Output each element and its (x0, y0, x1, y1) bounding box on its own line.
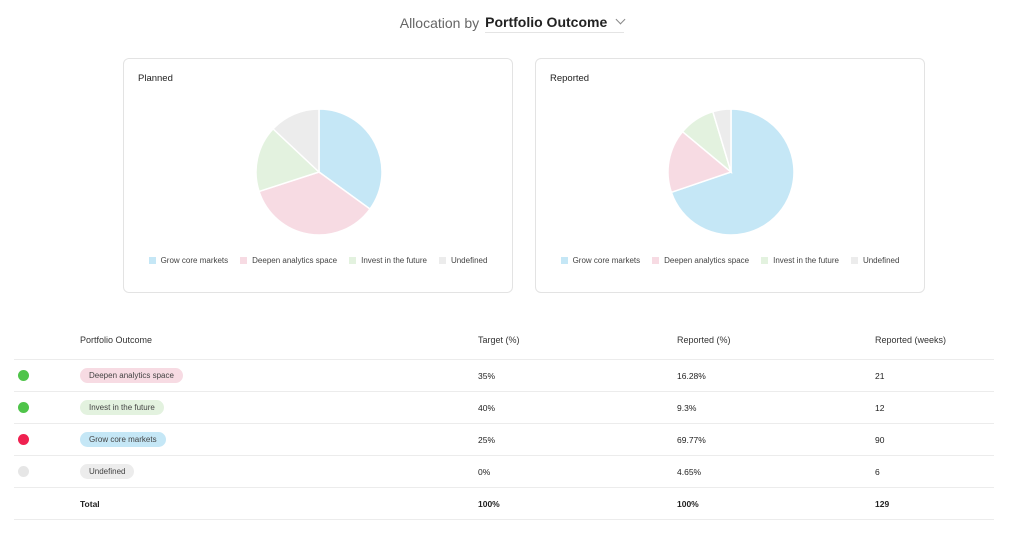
chart-title: Planned (138, 73, 173, 84)
reported-cell: 4.65% (677, 466, 702, 477)
column-header-weeks[interactable]: Reported (weeks) (875, 334, 947, 345)
status-cell (18, 424, 29, 455)
legend-label: Invest in the future (773, 256, 839, 265)
target-cell: 0% (478, 466, 491, 477)
legend-item-deepen: Deepen analytics space (240, 256, 337, 265)
total-weeks: 129 (875, 498, 890, 509)
outcome-cell: Invest in the future (80, 392, 164, 423)
outcome-cell: Deepen analytics space (80, 360, 183, 391)
legend-swatch (240, 257, 248, 264)
legend-swatch (438, 257, 446, 264)
pie-slice-deepen-analytics-space[interactable] (258, 171, 372, 236)
legend-label: Undefined (862, 256, 900, 265)
outcome-cell: Undefined (80, 456, 135, 487)
reported-cell: 9.3% (677, 402, 697, 413)
outcome-chip: Invest in the future (80, 400, 164, 415)
pie-slice-undefined[interactable] (711, 108, 732, 173)
legend-item-undefined: Undefined (438, 256, 488, 265)
column-header-target[interactable]: Target (%) (478, 334, 520, 345)
legend-item-deepen: Deepen analytics space (652, 256, 749, 265)
status-dot (18, 434, 29, 445)
total-label: Total (80, 498, 100, 509)
table-row[interactable]: Grow core markets 25% 69.77% 90 (14, 424, 994, 456)
pie-slice-grow-core-markets[interactable] (318, 108, 383, 211)
planned-pie-chart (255, 108, 383, 236)
table-row[interactable]: Invest in the future 40% 9.3% 12 (14, 392, 994, 424)
status-dot (18, 370, 29, 381)
legend-swatch (349, 257, 357, 264)
target-cell: 25% (478, 434, 496, 445)
weeks-cell: 12 (875, 402, 885, 413)
outcome-cell: Grow core markets (80, 424, 166, 455)
header-title-group: Allocation by Portfolio Outcome (399, 13, 626, 33)
total-reported: 100% (677, 498, 699, 509)
pie-slice-grow-core-markets[interactable] (670, 108, 795, 236)
reported-cell: 69.77% (677, 434, 706, 445)
legend-item-invest: Invest in the future (349, 256, 427, 265)
table-header: Portfolio Outcome Target (%) Reported (%… (14, 320, 994, 360)
outcome-dropdown[interactable]: Portfolio Outcome (485, 13, 626, 33)
outcome-chip: Undefined (80, 464, 135, 479)
table-total-row: Total 100% 100% 129 (14, 488, 994, 520)
outcome-chip: Deepen analytics space (80, 368, 183, 383)
chevron-down-icon (615, 14, 626, 24)
legend-item-undefined: Undefined (850, 256, 900, 265)
legend-label: Undefined (450, 256, 488, 265)
outcome-dropdown-value: Portfolio Outcome (485, 13, 608, 30)
planned-chart-card: Planned Grow core markets Deepen analyti… (123, 58, 513, 293)
reported-cell: 16.28% (677, 370, 706, 381)
reported-pie-chart (667, 108, 795, 236)
legend-item-invest: Invest in the future (761, 256, 839, 265)
status-cell (18, 456, 29, 487)
chart-legend: Grow core markets Deepen analytics space… (124, 256, 512, 265)
legend-item-grow: Grow core markets (560, 256, 641, 265)
legend-swatch (560, 257, 568, 264)
legend-item-grow: Grow core markets (148, 256, 229, 265)
legend-label: Grow core markets (572, 256, 641, 265)
legend-swatch (850, 257, 858, 264)
page-header: Allocation by Portfolio Outcome (0, 12, 1024, 34)
weeks-cell: 90 (875, 434, 885, 445)
status-dot (18, 466, 29, 477)
legend-swatch (652, 257, 660, 264)
pie-slice-invest-in-the-future[interactable] (255, 127, 321, 193)
target-cell: 40% (478, 402, 496, 413)
chart-title: Reported (550, 73, 590, 84)
status-dot (18, 402, 29, 413)
legend-label: Grow core markets (160, 256, 229, 265)
legend-label: Invest in the future (361, 256, 427, 265)
table-row[interactable]: Undefined 0% 4.65% 6 (14, 456, 994, 488)
weeks-cell: 6 (875, 466, 880, 477)
pie-slice-deepen-analytics-space[interactable] (667, 130, 733, 194)
legend-swatch (761, 257, 769, 264)
status-cell (18, 360, 29, 391)
chart-legend: Grow core markets Deepen analytics space… (536, 256, 924, 265)
target-cell: 35% (478, 370, 496, 381)
table-row[interactable]: Deepen analytics space 35% 16.28% 21 (14, 360, 994, 392)
outcome-table: Portfolio Outcome Target (%) Reported (%… (14, 320, 994, 520)
pie-slice-undefined[interactable] (272, 108, 320, 174)
legend-swatch (148, 257, 156, 264)
total-target: 100% (478, 498, 500, 509)
column-header-reported[interactable]: Reported (%) (677, 334, 731, 345)
legend-label: Deepen analytics space (252, 256, 338, 265)
outcome-chip: Grow core markets (80, 432, 166, 447)
status-cell (18, 392, 29, 423)
legend-label: Deepen analytics space (664, 256, 750, 265)
header-prefix: Allocation by (399, 15, 480, 31)
reported-chart-card: Reported Grow core markets Deepen analyt… (535, 58, 925, 293)
column-header-outcome[interactable]: Portfolio Outcome (80, 334, 153, 345)
weeks-cell: 21 (875, 370, 885, 381)
